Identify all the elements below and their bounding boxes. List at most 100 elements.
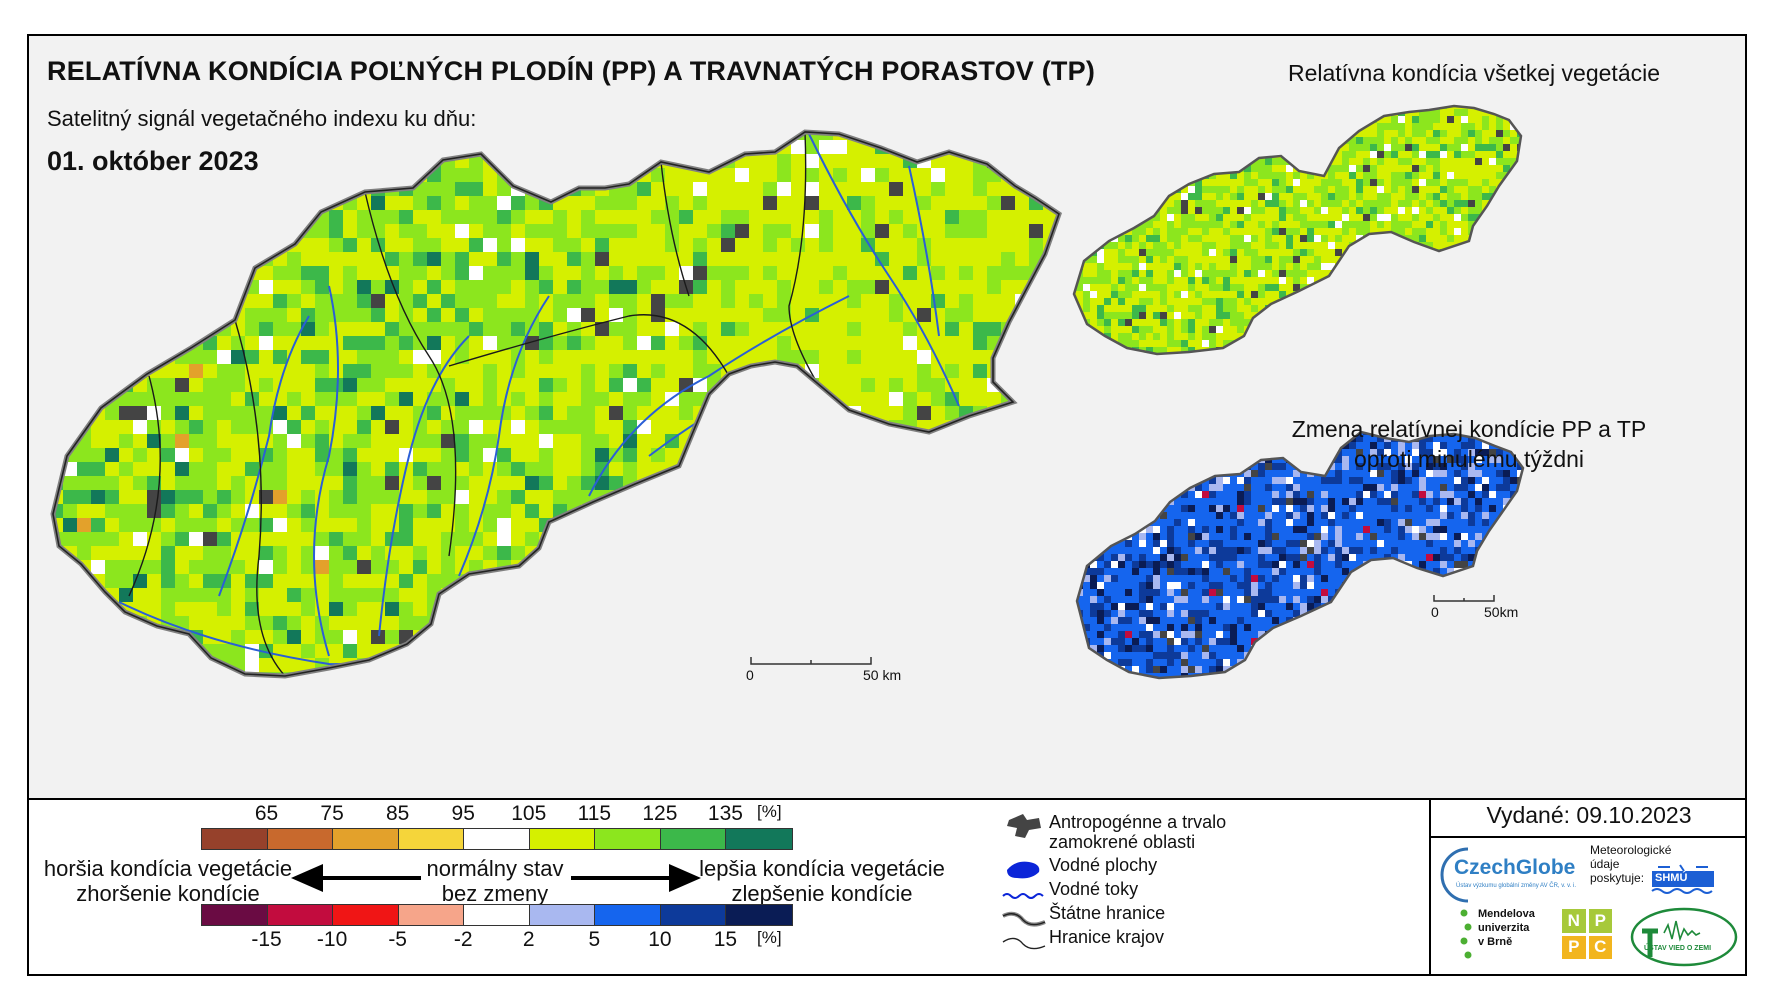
issued-date: Vydané: 09.10.2023 <box>1486 802 1692 828</box>
scale-tick-label: 65 <box>254 802 279 825</box>
scale-tick-label: 95 <box>451 802 475 825</box>
map-subtitle: Satelitný signál vegetačného indexu ku d… <box>47 106 477 131</box>
main-scale-end: 50 km <box>863 667 902 683</box>
uvz-wordmark: ÚSTAV VIED O ZEMI <box>1644 945 1712 952</box>
scale-unit-label: [%] <box>757 802 782 821</box>
scale-swatch <box>660 829 727 849</box>
scale-tick-label: -15 <box>251 928 282 951</box>
main-condition-map <box>29 104 1525 680</box>
change-color-scale <box>201 904 793 926</box>
legend-region-borders: Hranice krajov <box>1049 927 1165 947</box>
scale-tick-label: 10 <box>648 928 672 951</box>
worse-condition-label: horšia kondícia vegetácie zhoršenie kond… <box>43 856 293 906</box>
scale-swatch <box>267 905 334 925</box>
main-map-region-borders <box>128 132 820 676</box>
normal-state-line1: normálny stav <box>426 856 564 881</box>
main-scale-zero: 0 <box>746 667 754 683</box>
arrows-graphic <box>291 864 701 892</box>
scale-tick-label: 105 <box>511 802 547 825</box>
scale-swatch <box>333 829 399 849</box>
normal-state-line2: bez zmeny <box>441 881 549 906</box>
legend-anthropogenic-line1: Antropogénne a trvalo <box>1049 812 1227 832</box>
inset-weekly-change-border <box>1075 430 1525 680</box>
nppc-n: N <box>1562 909 1586 933</box>
czechglobe-wordmark: CzechGlobe <box>1454 856 1576 879</box>
region-border-icon <box>1002 937 1046 950</box>
scale-swatch <box>464 829 530 849</box>
met-line3: poskytuje: <box>1590 871 1645 885</box>
scale-swatch <box>726 905 792 925</box>
map-frame: RELATÍVNA KONDÍCIA POĽNÝCH PLODÍN (PP) A… <box>27 34 1747 976</box>
legend-water-bodies: Vodné plochy <box>1049 855 1158 875</box>
nppc-p1: P <box>1588 909 1612 933</box>
scale-swatch <box>529 905 596 925</box>
scale-swatch <box>398 905 465 925</box>
mendel-university-logo: Mendelova univerzita v Brně <box>1478 907 1535 949</box>
condition-color-scale <box>201 828 793 850</box>
inset-all-vegetation-raster <box>1074 106 1521 354</box>
inset-weekly-change-title-line2: oproti minulému týždni <box>1353 446 1585 472</box>
right-arrow-icon <box>571 864 701 892</box>
inset-scale-bar <box>1433 595 1495 602</box>
scale-tick-label: 2 <box>522 928 535 951</box>
state-border-icon <box>1002 911 1046 927</box>
legend-state-borders: Štátne hranice <box>1049 903 1166 923</box>
scale-tick-label: 135 <box>707 802 743 825</box>
shmu-logo <box>1651 864 1714 894</box>
better-condition-line1: lepšia kondícia vegetácie <box>699 856 945 881</box>
better-condition-line2: zlepšenie kondície <box>731 881 913 906</box>
nppc-p2: P <box>1562 935 1586 959</box>
scale-tick-label: 125 <box>642 802 678 825</box>
water-stream-icon <box>1002 893 1044 899</box>
legend-water-streams: Vodné toky <box>1049 879 1139 899</box>
legend-anthropogenic: Antropogénne a trvalo zamokrené oblasti <box>1049 812 1226 852</box>
anthropogenic-area-icon <box>1007 814 1041 838</box>
legend-separator-horizontal <box>1429 836 1745 838</box>
map-title: RELATÍVNA KONDÍCIA POĽNÝCH PLODÍN (PP) A… <box>47 56 1096 86</box>
mendel-logo-dots <box>1460 909 1472 959</box>
map-date: 01. október 2023 <box>47 146 259 176</box>
scale-swatch <box>660 905 727 925</box>
czechglobe-logo <box>1440 847 1469 903</box>
inset-all-vegetation-title: Relatívna kondícia všetkej vegetácie <box>1287 60 1661 86</box>
left-arrow-icon <box>291 864 421 892</box>
inset-all-vegetation-border <box>1072 104 1523 356</box>
scale-swatch <box>529 829 596 849</box>
scale-swatch <box>398 829 465 849</box>
logos-area: CzechGlobe Ústav výzkumu globální změny … <box>1434 841 1744 973</box>
scale-swatch <box>595 829 661 849</box>
scale-swatch <box>267 829 334 849</box>
uvz-logo <box>1630 907 1738 967</box>
legend-panel: 65 75 85 95 105 115 125 135 [%] horšia kondícia … <box>29 798 1745 974</box>
normal-state-label: normálny stav bez zmeny <box>417 856 573 906</box>
worse-condition-line2: zhoršenie kondície <box>76 881 260 906</box>
scale-tick-label: 85 <box>385 802 410 825</box>
scale-swatch <box>333 905 399 925</box>
met-data-provider-label: Meteorologické údaje poskytuje: <box>1590 843 1671 885</box>
water-body-icon <box>1007 861 1040 879</box>
met-line1: Meteorologické <box>1590 843 1672 857</box>
scale-tick-label: 75 <box>320 802 344 825</box>
shmu-wordmark: SHMÚ <box>1655 872 1688 884</box>
nppc-c: C <box>1588 935 1612 959</box>
map-symbols <box>1002 814 1046 950</box>
scale-tick-label: 115 <box>577 802 612 825</box>
mendel-line3: v Brně <box>1478 936 1513 948</box>
met-line2: údaje <box>1590 857 1620 871</box>
legend-anthropogenic-line2: zamokrené oblasti <box>1049 832 1196 852</box>
nppc-logo: N P P C <box>1562 909 1612 959</box>
scale-tick-label: 5 <box>588 928 601 951</box>
worse-condition-line1: horšia kondícia vegetácie <box>43 856 293 881</box>
scale-swatch <box>595 905 661 925</box>
scale-tick-label: -5 <box>388 928 407 951</box>
scale-swatch <box>202 829 268 849</box>
inset-scale-zero: 0 <box>1431 604 1439 620</box>
main-scale-bar <box>750 657 872 665</box>
inset-scale-end: 50km <box>1484 604 1519 620</box>
scale-unit-label: [%] <box>757 928 782 947</box>
legend-separator-vertical <box>1429 798 1431 974</box>
scale-swatch <box>726 829 792 849</box>
scale-tick-label: -10 <box>316 928 348 951</box>
czechglobe-subtitle: Ústav výzkumu globální změny AV ČR, v. v… <box>1456 883 1577 889</box>
inset-weekly-change-title-line1: Zmena relatívnej kondície PP a TP <box>1291 416 1647 442</box>
